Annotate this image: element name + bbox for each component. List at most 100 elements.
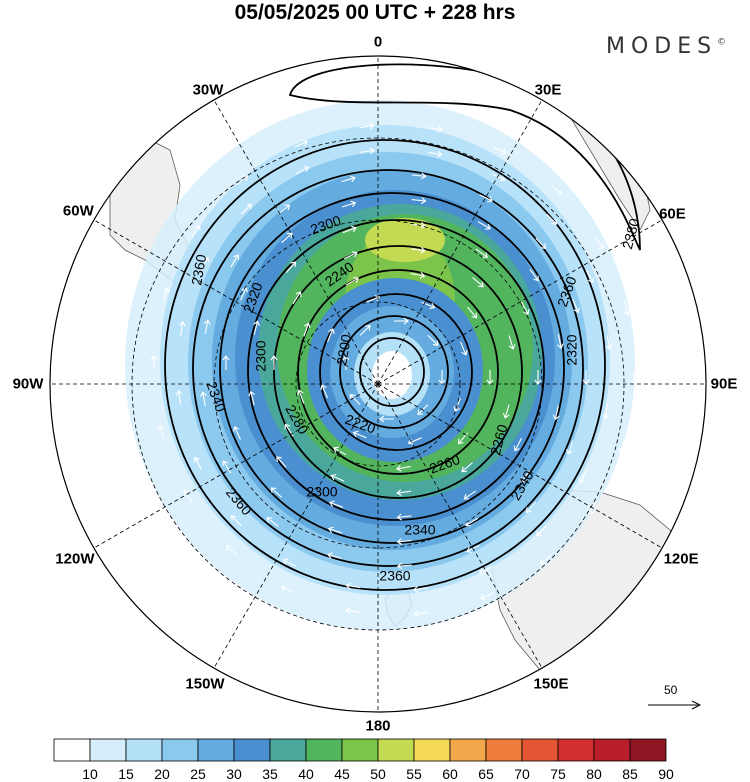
colorbar-label: 15 <box>118 766 134 782</box>
wind-arrow <box>178 320 186 336</box>
wind-arrow <box>396 489 412 496</box>
wind-arrow <box>157 424 165 440</box>
wind-arrow <box>359 324 371 336</box>
wind-arrow <box>266 517 279 527</box>
wind-arrow <box>529 268 539 282</box>
wind-arrow <box>225 545 238 556</box>
height-contours <box>164 63 641 591</box>
contour-2320 <box>219 192 565 544</box>
wind-arrow <box>396 464 411 472</box>
longitude-label-30e: 30E <box>534 81 562 99</box>
colorbar-label: 30 <box>226 766 242 782</box>
wind-arrow <box>328 500 344 508</box>
colorbar-swatch <box>449 738 487 762</box>
wind-arrow <box>240 203 252 215</box>
wind-arrow <box>270 487 282 498</box>
map-title: 05/05/2025 00 UTC + 228 hrs <box>234 1 516 24</box>
wind-arrow <box>605 335 613 351</box>
wind-arrow <box>277 204 291 215</box>
wind-arrow <box>183 489 193 503</box>
contour-label-2300: 2300 <box>253 340 269 371</box>
colorbar-swatch <box>269 738 307 762</box>
wind-arrow <box>413 585 428 593</box>
contour-label-2300: 2300 <box>306 484 337 500</box>
meridian-line <box>93 219 379 385</box>
wind-arrow <box>427 335 439 346</box>
wind-arrow <box>345 607 360 615</box>
colorbar-label: 45 <box>334 766 350 782</box>
colorbar-swatch <box>305 738 343 762</box>
colorbar-label: 85 <box>622 766 638 782</box>
colorbar-swatch <box>485 738 523 762</box>
wind-arrow <box>521 301 530 315</box>
wind-arrow <box>191 225 201 238</box>
colorbar-swatch <box>413 738 451 762</box>
wind-arrow <box>349 394 361 405</box>
longitude-label-150w: 150W <box>185 675 225 693</box>
wind-arrow <box>525 501 537 513</box>
colorbar-swatch <box>557 738 595 762</box>
colorbar-swatch <box>377 738 415 762</box>
contour-2200 <box>359 337 425 407</box>
wind-arrow <box>200 391 207 407</box>
colorbar-swatch <box>197 738 235 762</box>
wind-arrow <box>282 558 297 567</box>
wind-arrow <box>236 175 249 186</box>
wind-arrow <box>480 592 494 601</box>
wind-arrow <box>342 355 350 370</box>
graticule <box>50 56 706 712</box>
wind-arrow <box>345 582 361 590</box>
wind-arrow <box>413 610 429 618</box>
wind-arrow <box>427 150 443 158</box>
wind-arrow <box>343 251 358 260</box>
wind-arrow <box>572 299 580 314</box>
contour-2360 <box>164 139 606 591</box>
contour-label-2360: 2360 <box>188 253 209 287</box>
contour-2260 <box>297 269 499 475</box>
longitude-label-90w: 90W <box>12 375 44 393</box>
colorbar-swatch <box>233 738 271 762</box>
wind-arrow <box>566 440 574 455</box>
wind-arrow <box>294 139 308 148</box>
colorbar-label: 75 <box>550 766 566 782</box>
wind-arrow <box>453 397 462 412</box>
wind-arrow <box>360 147 375 155</box>
wind-arrow <box>479 194 493 203</box>
contour-label-2260: 2260 <box>487 422 511 456</box>
colorbar-swatch <box>629 738 667 762</box>
wind-arrow <box>535 237 546 250</box>
colorbar-label: 70 <box>514 766 530 782</box>
wind-arrow <box>201 256 210 271</box>
wind-arrow <box>276 456 287 468</box>
wind-arrow <box>421 301 436 310</box>
wind-arrow <box>595 237 605 251</box>
wind-arrow <box>285 261 297 273</box>
colorbar-swatch <box>89 738 127 762</box>
wind-speed-shading <box>125 100 635 630</box>
wind-arrow <box>411 172 427 180</box>
wind-arrow <box>342 225 357 234</box>
wind-arrow <box>222 460 232 474</box>
longitude-label-0: 0 <box>373 33 383 51</box>
wind-arrow <box>582 370 590 385</box>
wind-arrow <box>536 525 548 537</box>
meridian-line <box>377 219 663 385</box>
longitude-label-60e: 60E <box>659 205 686 223</box>
contour-2220 <box>339 315 449 429</box>
wind-arrow <box>578 469 587 484</box>
wind-arrow <box>461 462 473 473</box>
colorbar-swatch <box>521 738 559 762</box>
colorbar-label: 25 <box>190 766 206 782</box>
wind-arrow <box>280 585 295 594</box>
contour-2240 <box>319 293 473 451</box>
contour-label-2380: 2380 <box>619 216 643 250</box>
wind-arrow <box>248 390 256 406</box>
wind-arrow <box>552 405 560 421</box>
colorbar-label: 90 <box>658 766 674 782</box>
wind-arrow <box>292 291 302 305</box>
colorbar-label: 20 <box>154 766 170 782</box>
wind-arrow <box>150 355 158 370</box>
colorbar-label: 40 <box>298 766 314 782</box>
wind-arrow <box>333 446 347 456</box>
